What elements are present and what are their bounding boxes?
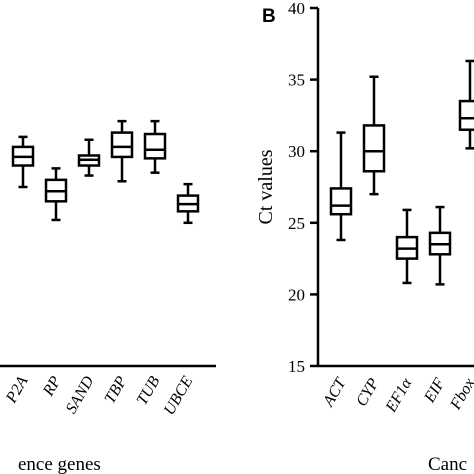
panel-a-box-tbp	[110, 119, 134, 183]
panel-b-box-cyp	[362, 75, 386, 196]
panel-a-box-sand	[77, 138, 101, 177]
panel-b-y-tick-label: 25	[288, 214, 305, 233]
iqr-box	[362, 124, 386, 173]
panel-a-x-tick-sand: SAND	[63, 373, 98, 417]
iqr-box	[329, 187, 353, 216]
panel-b-y-tick-label: 30	[288, 142, 305, 161]
panel-b-x-tick-eif: EIF	[421, 375, 449, 406]
panel-a-x-tick-ubce: UBCE	[161, 373, 197, 418]
panel-a-x-tick-p2a: P2A	[2, 373, 31, 406]
panel-b-box-act	[329, 131, 353, 242]
iqr-box	[458, 99, 474, 131]
panel-a-x-tick-tub: TUB	[134, 373, 164, 408]
panel-b-letter: B	[262, 6, 276, 27]
panel-b-x-tick-act: ACT	[320, 375, 350, 411]
panel-a-box-tub	[143, 119, 167, 174]
panel-a-box-rp	[44, 167, 68, 222]
panel-b-y-ticks: 15 20 25 30 35 40	[288, 0, 318, 376]
panel-b-boxes	[329, 59, 474, 286]
panel-b-y-tick-label: 15	[288, 357, 305, 376]
panel-b-x-label: Canc	[428, 454, 467, 474]
panel-b-box-eif	[428, 205, 452, 286]
panel-a-boxes	[11, 119, 200, 225]
panel-b-y-tick-label: 20	[288, 285, 305, 304]
panel-a-x-label: ence genes	[18, 454, 101, 474]
panel-b-x-tick-ef1: EF1α	[382, 375, 415, 416]
panel-a-x-tick-rp: RP	[39, 373, 64, 399]
panel-a-box-ubce	[176, 182, 200, 225]
panel-b-x-tick-cyp: CYP	[353, 375, 383, 409]
panel-b-y-tick-label: 35	[288, 71, 305, 90]
panel-a-box-p2a	[11, 135, 35, 189]
panel-b-x-tick-fbox: Fbox	[447, 376, 474, 414]
iqr-box	[110, 131, 134, 159]
panel-a-x-tick-tbp: TBP	[102, 373, 131, 406]
panel-b-y-tick-label: 40	[288, 0, 305, 18]
panel-b-box-ef1	[395, 208, 419, 285]
panel-b-y-label: Ct values	[255, 149, 277, 224]
iqr-box	[143, 132, 167, 160]
panel-b-box-fbox	[458, 59, 474, 150]
